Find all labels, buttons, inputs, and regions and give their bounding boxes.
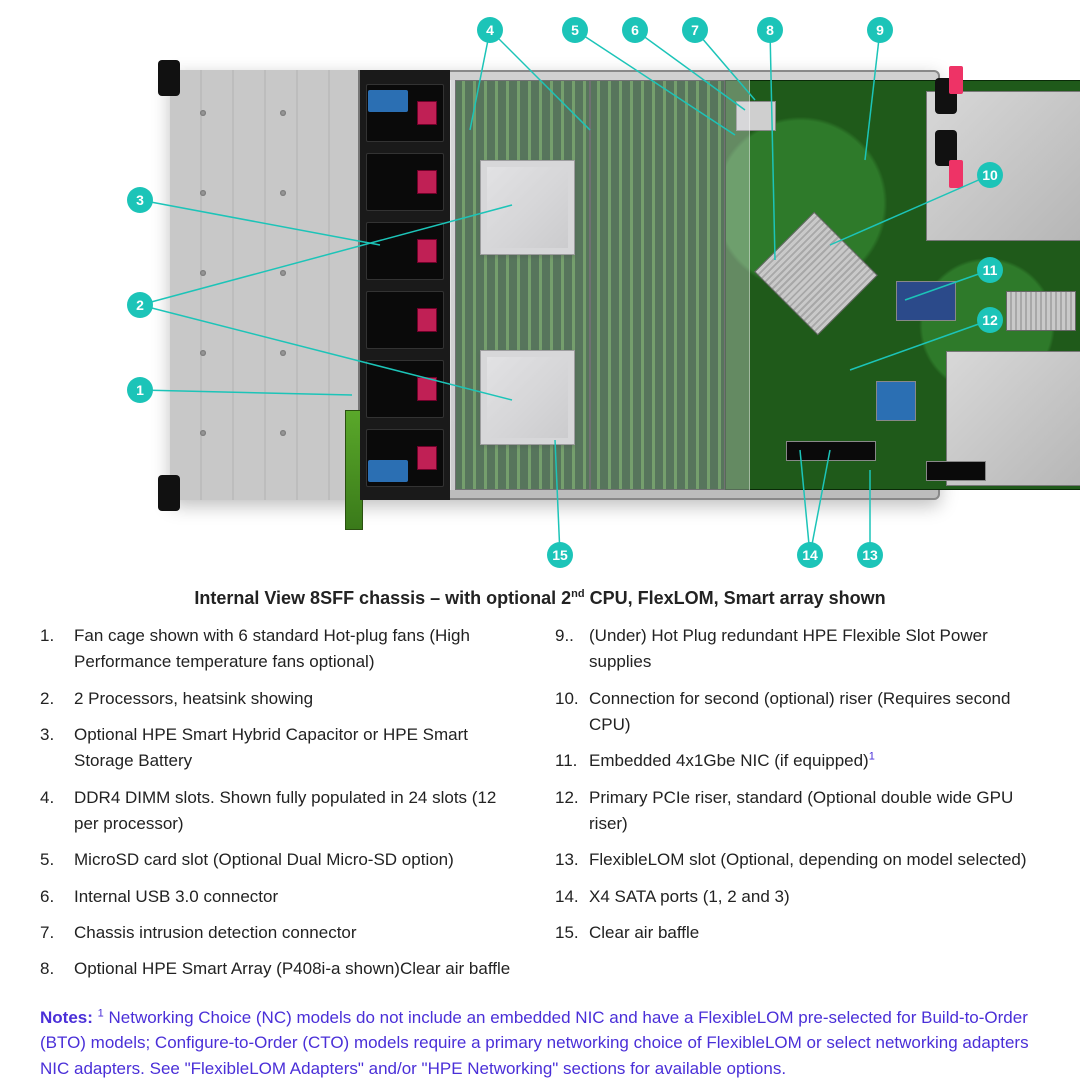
legend-item-r-0: 9..(Under) Hot Plug redundant HPE Flexib… — [555, 623, 1040, 676]
legend-text: Connection for second (optional) riser (… — [589, 686, 1040, 739]
legend-num: 11. — [555, 748, 589, 774]
nic-heatsink — [1006, 291, 1076, 331]
fan-latch-top — [368, 90, 408, 112]
legend-text: 2 Processors, heatsink showing — [74, 686, 313, 712]
legend-left: 1.Fan cage shown with 6 standard Hot-plu… — [40, 623, 525, 993]
legend-text: Fan cage shown with 6 standard Hot-plug … — [74, 623, 525, 676]
usb-connector — [736, 101, 776, 131]
legend-text: Internal USB 3.0 connector — [74, 884, 278, 910]
legend-text: Chassis intrusion detection connector — [74, 920, 357, 946]
psu-handle-top — [949, 66, 963, 94]
legend-text: DDR4 DIMM slots. Shown fully populated i… — [74, 785, 525, 838]
server-chassis — [170, 70, 940, 500]
caption-sup: nd — [571, 588, 584, 600]
footnote: Notes: 1 Networking Choice (NC) models d… — [0, 993, 1080, 1081]
legend-num: 3. — [40, 722, 74, 775]
rack-ear-left-top — [158, 60, 180, 96]
legend-item-r-4: 13.FlexibleLOM slot (Optional, depending… — [555, 847, 1040, 873]
legend-num: 4. — [40, 785, 74, 838]
notes-lead: Notes: — [40, 1008, 93, 1027]
legend-item-l-7: 8.Optional HPE Smart Array (P408i-a show… — [40, 956, 525, 982]
legend-item-r-1: 10.Connection for second (optional) rise… — [555, 686, 1040, 739]
legend-num: 7. — [40, 920, 74, 946]
callout-marker-5: 5 — [562, 17, 588, 43]
legend-item-l-1: 2.2 Processors, heatsink showing — [40, 686, 525, 712]
diagram-caption: Internal View 8SFF chassis – with option… — [40, 588, 1040, 609]
legend-item-l-0: 1.Fan cage shown with 6 standard Hot-plu… — [40, 623, 525, 676]
caption-prefix: Internal View 8SFF chassis – with option… — [194, 588, 571, 608]
legend-item-l-4: 5.MicroSD card slot (Optional Dual Micro… — [40, 847, 525, 873]
legend-num: 9.. — [555, 623, 589, 676]
legend-lists: 1.Fan cage shown with 6 standard Hot-plu… — [0, 623, 1080, 993]
legend-num: 5. — [40, 847, 74, 873]
legend-text: Primary PCIe riser, standard (Optional d… — [589, 785, 1040, 838]
legend-item-l-6: 7.Chassis intrusion detection connector — [40, 920, 525, 946]
legend-num: 13. — [555, 847, 589, 873]
chassis-lid — [170, 70, 360, 500]
callout-marker-4: 4 — [477, 17, 503, 43]
rack-ear-left-bottom — [158, 475, 180, 511]
legend-num: 2. — [40, 686, 74, 712]
legend-text: Clear air baffle — [589, 920, 699, 946]
legend-right: 9..(Under) Hot Plug redundant HPE Flexib… — [555, 623, 1040, 993]
cpu-1 — [480, 160, 575, 255]
legend-text: Optional HPE Smart Array (P408i-a shown)… — [74, 956, 510, 982]
fan-cage — [360, 70, 450, 500]
callout-marker-15: 15 — [547, 542, 573, 568]
callout-marker-12: 12 — [977, 307, 1003, 333]
legend-text: X4 SATA ports (1, 2 and 3) — [589, 884, 790, 910]
callout-marker-7: 7 — [682, 17, 708, 43]
callout-marker-14: 14 — [797, 542, 823, 568]
dimm-bank-2 — [590, 80, 725, 490]
legend-text: FlexibleLOM slot (Optional, depending on… — [589, 847, 1027, 873]
legend-num: 14. — [555, 884, 589, 910]
motherboard — [725, 80, 1080, 490]
legend-item-l-2: 3.Optional HPE Smart Hybrid Capacitor or… — [40, 722, 525, 775]
callout-marker-9: 9 — [867, 17, 893, 43]
legend-item-l-5: 6.Internal USB 3.0 connector — [40, 884, 525, 910]
caption-suffix: CPU, FlexLOM, Smart array shown — [585, 588, 886, 608]
callout-marker-2: 2 — [127, 292, 153, 318]
legend-num: 6. — [40, 884, 74, 910]
riser-connector — [896, 281, 956, 321]
fan-latch-bottom — [368, 460, 408, 482]
callout-marker-13: 13 — [857, 542, 883, 568]
cpu-2 — [480, 350, 575, 445]
legend-num: 10. — [555, 686, 589, 739]
legend-item-l-3: 4.DDR4 DIMM slots. Shown fully populated… — [40, 785, 525, 838]
callout-marker-11: 11 — [977, 257, 1003, 283]
legend-num: 12. — [555, 785, 589, 838]
smart-array-heatsink — [754, 212, 878, 336]
notes-body: Networking Choice (NC) models do not inc… — [40, 1008, 1029, 1078]
psu-handle-bottom — [949, 160, 963, 188]
legend-num: 15. — [555, 920, 589, 946]
legend-text: Embedded 4x1Gbe NIC (if equipped)1 — [589, 748, 875, 774]
legend-item-r-2: 11.Embedded 4x1Gbe NIC (if equipped)1 — [555, 748, 1040, 774]
legend-text: MicroSD card slot (Optional Dual Micro-S… — [74, 847, 454, 873]
callout-marker-6: 6 — [622, 17, 648, 43]
riser-latch — [876, 381, 916, 421]
callout-marker-8: 8 — [757, 17, 783, 43]
callout-marker-1: 1 — [127, 377, 153, 403]
legend-num: 1. — [40, 623, 74, 676]
legend-item-r-5: 14.X4 SATA ports (1, 2 and 3) — [555, 884, 1040, 910]
diagram-area: 123456789101112131415 — [0, 0, 1080, 580]
sata-ports — [786, 441, 876, 461]
legend-text: Optional HPE Smart Hybrid Capacitor or H… — [74, 722, 525, 775]
legend-item-r-3: 12.Primary PCIe riser, standard (Optiona… — [555, 785, 1040, 838]
callout-marker-3: 3 — [127, 187, 153, 213]
flexlom-slot — [926, 461, 986, 481]
callout-marker-10: 10 — [977, 162, 1003, 188]
legend-num: 8. — [40, 956, 74, 982]
legend-item-r-6: 15.Clear air baffle — [555, 920, 1040, 946]
legend-text: (Under) Hot Plug redundant HPE Flexible … — [589, 623, 1040, 676]
